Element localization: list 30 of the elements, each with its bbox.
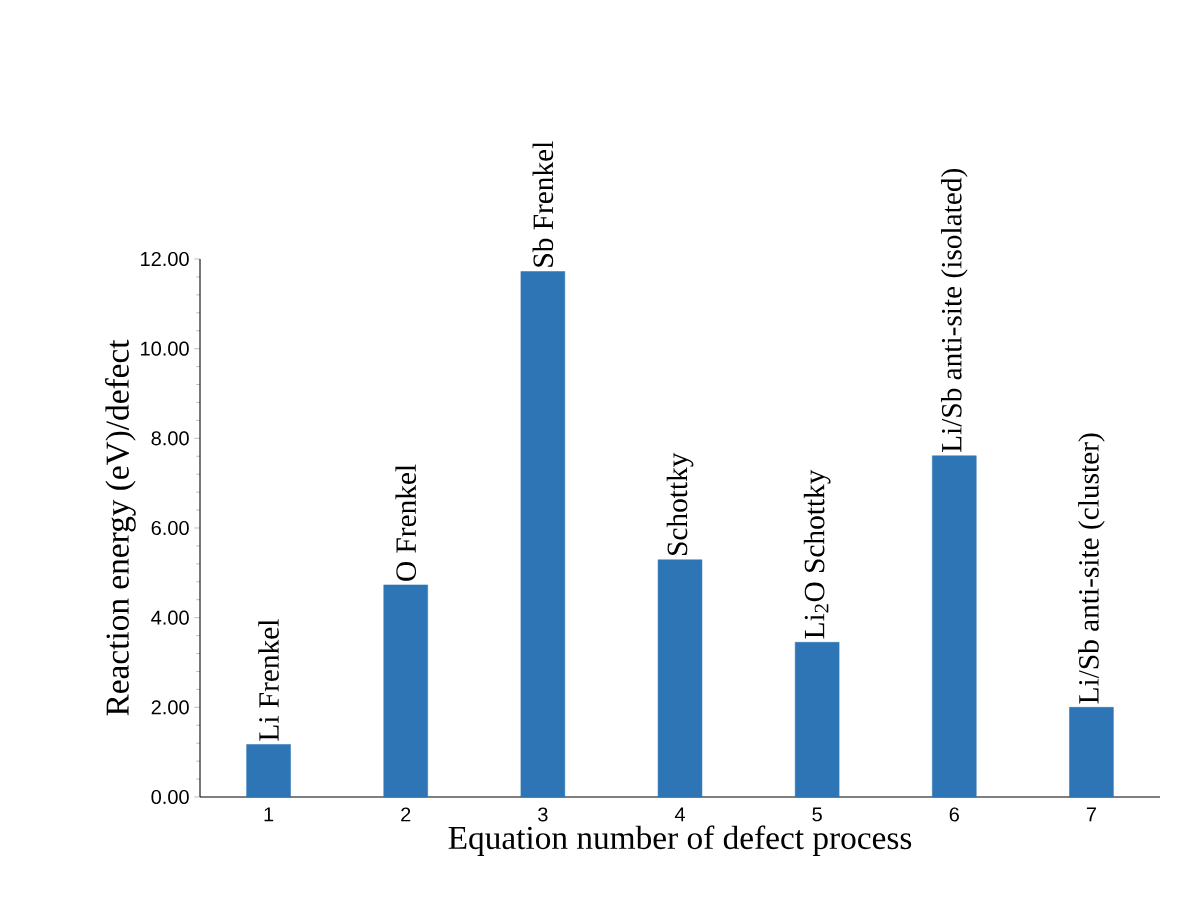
y-axis-title: Reaction energy (eV)/defect: [105, 339, 136, 716]
annotation: O Frenkel: [395, 464, 417, 581]
annotation: Schottky: [666, 452, 694, 555]
bar: [794, 642, 840, 798]
x-tick-label: 2: [401, 807, 411, 822]
y-tick-label: 8.00: [151, 431, 189, 446]
x-axis-title: Equation number of defect process: [448, 825, 912, 856]
annotation: Li Frenkel: [258, 619, 279, 741]
y-tick-label: 12.00: [141, 251, 189, 267]
bar: [1069, 707, 1114, 798]
x-tick-label: 5: [812, 807, 822, 822]
y-tick-label: 2.00: [151, 700, 189, 715]
y-tick-label: 0.00: [151, 789, 189, 805]
annotation: Li/Sb anti-site (cluster): [1078, 433, 1105, 704]
bar: [383, 584, 428, 798]
x-tick-label: 7: [1086, 807, 1096, 822]
x-tick-label: 1: [264, 807, 274, 822]
bar: [657, 559, 703, 798]
bar: [246, 744, 291, 798]
y-tick-label: 4.00: [151, 610, 189, 625]
bar: [520, 271, 566, 798]
annotation: Sb Frenkel: [532, 141, 554, 267]
annotation: Li/Sb anti-site (isolated): [941, 169, 968, 453]
annotation: Li$_{2}$O Schottky: [803, 469, 831, 639]
x-tick-label: 6: [949, 807, 959, 822]
bar: [932, 455, 977, 798]
x-tick-label: 4: [674, 807, 685, 822]
y-tick-label: 10.00: [141, 341, 189, 356]
y-tick-label: 6.00: [151, 520, 189, 536]
x-tick-label: 3: [538, 807, 548, 822]
